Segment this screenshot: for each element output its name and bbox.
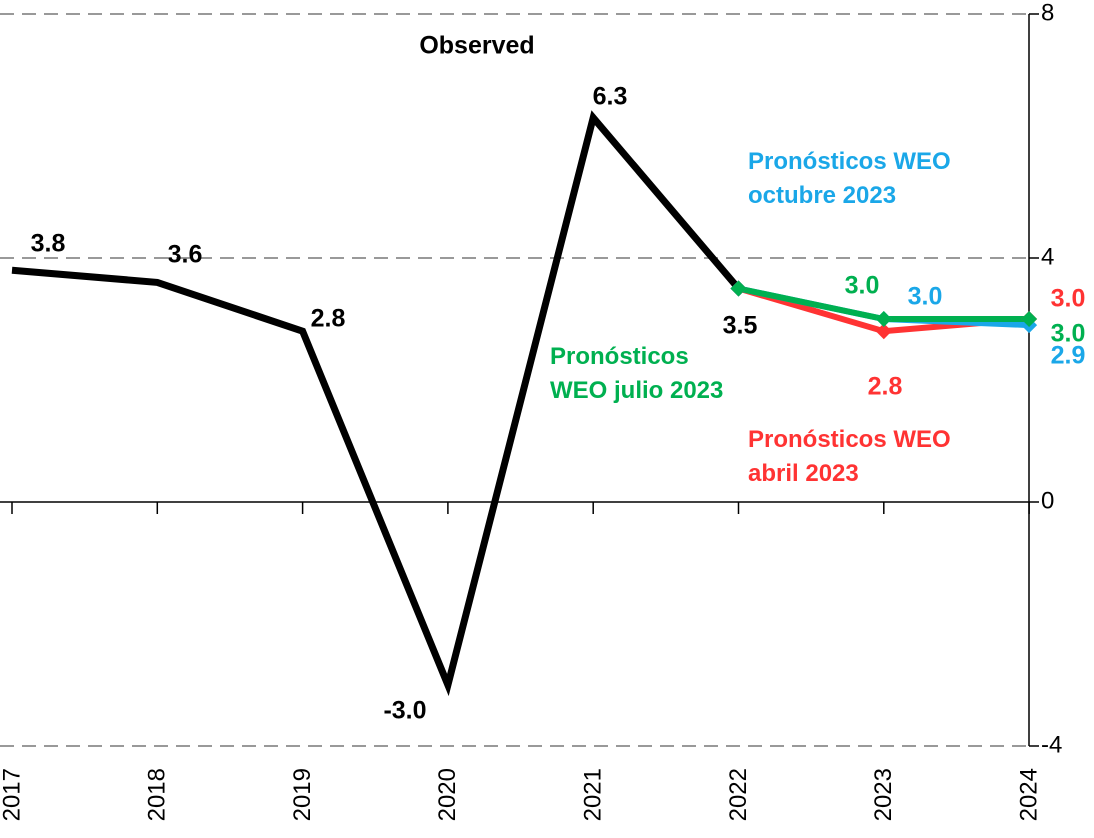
x-tick-label: 2021	[580, 768, 607, 821]
data-label: 2.8	[868, 373, 903, 401]
series-name: Observed	[419, 32, 534, 60]
x-tick-label: 2019	[289, 768, 316, 821]
data-label: 3.0	[845, 272, 880, 300]
x-tick-label: 2023	[870, 768, 897, 821]
x-tick-label: 2017	[0, 768, 25, 821]
series-name: Pronósticos WEO julio 2023	[550, 343, 724, 404]
data-label: -3.0	[383, 697, 426, 725]
data-label: 3.0	[1051, 320, 1086, 348]
data-label: 3.6	[168, 241, 203, 269]
x-tick-label: 2024	[1015, 768, 1042, 821]
y-tick-label: -4	[1041, 731, 1062, 758]
data-label: 3.0	[1051, 285, 1086, 313]
data-label: 3.5	[723, 312, 758, 340]
marker	[875, 323, 892, 340]
marker	[875, 311, 892, 327]
x-tick-label: 2018	[144, 768, 171, 821]
x-tick-label: 2020	[434, 768, 461, 821]
x-tick-label: 2022	[725, 768, 752, 821]
series-name: Pronósticos WEO octubre 2023	[748, 148, 951, 209]
marker	[1021, 311, 1038, 327]
y-tick-label: 8	[1041, 0, 1054, 26]
series-line	[11, 110, 742, 697]
data-label: 2.9	[1051, 342, 1086, 370]
y-tick-label: 0	[1041, 487, 1054, 514]
y-tick-label: 4	[1041, 243, 1054, 270]
data-label: 3.0	[908, 283, 943, 311]
data-label: 3.8	[31, 230, 66, 258]
marker	[730, 280, 747, 297]
series-name: Pronósticos WEO abril 2023	[748, 426, 951, 487]
data-label: 2.8	[311, 305, 346, 333]
data-label: 6.3	[593, 83, 628, 111]
